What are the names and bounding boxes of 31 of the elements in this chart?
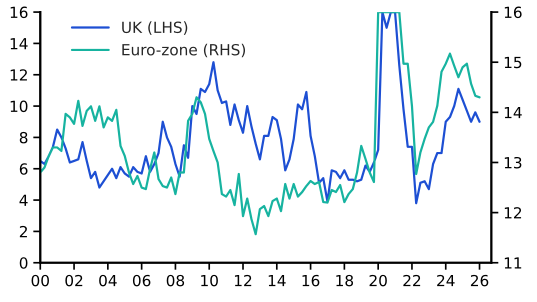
y2-tick-label: 13 xyxy=(504,156,522,168)
y-tick-label: 6 xyxy=(20,163,28,175)
y2-tick-label: 16 xyxy=(504,6,522,18)
x-tick-label: 10 xyxy=(201,274,218,286)
x-tick-label: 08 xyxy=(166,274,184,286)
y-tick-label: 8 xyxy=(20,132,28,144)
y-tick-label: 10 xyxy=(10,100,28,112)
x-tick-label: 20 xyxy=(370,274,387,286)
x-tick-label: 02 xyxy=(65,274,82,286)
y2-tick-label: 15 xyxy=(504,56,522,68)
legend-label: UK (LHS) xyxy=(122,21,188,35)
legend-label: Euro-zone (RHS) xyxy=(122,44,246,58)
x-tick-label: 18 xyxy=(336,274,354,286)
y-tick-label: 14 xyxy=(10,38,28,50)
x-tick-label: 00 xyxy=(32,274,49,286)
y2-tick-label: 11 xyxy=(504,257,522,269)
y2-tick-label: 12 xyxy=(504,207,522,218)
x-tick-label: 24 xyxy=(437,274,455,286)
x-tick-label: 12 xyxy=(234,274,252,286)
x-tick-label: 16 xyxy=(302,274,320,286)
x-tick-label: 04 xyxy=(99,274,117,286)
y-tick-label: 2 xyxy=(20,226,27,238)
y-tick-label: 0 xyxy=(20,257,28,269)
x-tick-label: 14 xyxy=(268,275,286,286)
y2-tick-label: 14 xyxy=(504,107,522,118)
x-tick-label: 26 xyxy=(470,274,488,286)
x-tick-label: 06 xyxy=(132,274,150,286)
y-tick-label: 16 xyxy=(10,6,28,18)
y-tick-label: 12 xyxy=(10,69,27,81)
y-tick-label: 4 xyxy=(19,194,28,206)
x-tick-label: 22 xyxy=(403,274,420,286)
